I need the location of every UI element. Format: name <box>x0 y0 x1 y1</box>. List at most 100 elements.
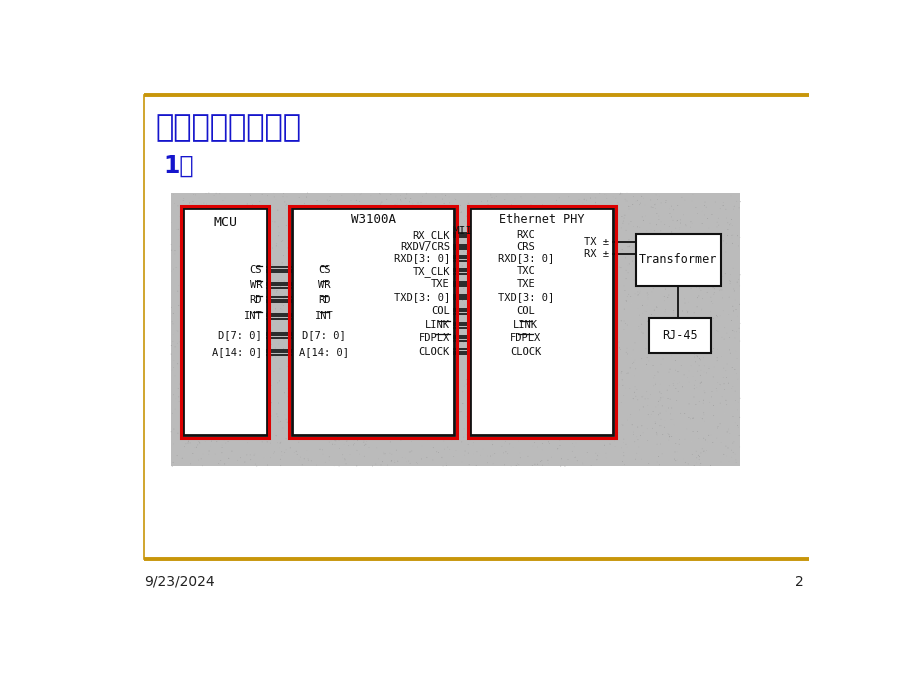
Point <box>648 420 663 431</box>
Point <box>709 355 723 366</box>
Point <box>595 242 609 253</box>
Point <box>630 394 644 405</box>
Point <box>354 405 369 416</box>
Point <box>472 342 487 353</box>
Point <box>465 370 480 381</box>
Point <box>665 307 680 318</box>
Point <box>551 427 566 438</box>
Point <box>294 460 309 471</box>
Point <box>418 337 433 348</box>
Point <box>386 266 401 277</box>
Point <box>667 355 682 366</box>
Point <box>727 369 742 380</box>
Point <box>429 366 444 377</box>
Point <box>329 451 344 462</box>
Point <box>535 306 550 317</box>
Point <box>405 344 420 355</box>
Point <box>346 332 361 343</box>
Point <box>572 333 586 344</box>
Point <box>494 406 508 417</box>
Point <box>632 430 647 441</box>
Point <box>668 383 683 394</box>
Point <box>447 246 461 257</box>
Point <box>624 420 639 431</box>
Point <box>244 333 259 344</box>
Point <box>640 393 654 404</box>
Point <box>378 417 392 428</box>
Point <box>495 259 510 270</box>
Point <box>350 331 365 342</box>
Point <box>528 345 543 356</box>
Point <box>656 219 671 230</box>
Point <box>526 410 540 421</box>
Point <box>445 428 460 439</box>
Point <box>712 310 727 322</box>
Point <box>292 236 307 247</box>
Point <box>184 237 199 248</box>
Point <box>403 436 418 447</box>
Point <box>277 279 291 290</box>
Point <box>706 313 720 324</box>
Point <box>270 205 285 216</box>
Point <box>347 195 362 206</box>
Point <box>474 326 489 337</box>
Point <box>725 447 740 458</box>
Point <box>465 250 480 261</box>
Point <box>194 339 209 350</box>
Point <box>496 444 511 455</box>
Point <box>356 270 370 282</box>
Point <box>642 249 657 260</box>
Point <box>354 384 369 395</box>
Point <box>696 268 710 279</box>
Point <box>442 332 457 343</box>
Point <box>356 388 370 400</box>
Point <box>353 228 368 239</box>
Point <box>471 428 486 439</box>
Point <box>165 364 179 375</box>
Point <box>648 377 663 388</box>
Point <box>635 391 650 402</box>
Point <box>607 249 622 260</box>
Point <box>242 316 256 327</box>
Point <box>562 322 576 333</box>
Point <box>632 286 647 297</box>
Point <box>228 247 243 258</box>
Point <box>543 219 558 230</box>
Point <box>310 404 324 415</box>
Point <box>186 433 200 444</box>
Point <box>443 227 458 238</box>
Point <box>218 224 233 235</box>
Point <box>569 381 584 392</box>
Point <box>346 386 360 397</box>
Point <box>676 260 691 271</box>
Point <box>517 296 532 307</box>
Point <box>689 366 704 377</box>
Point <box>236 292 251 303</box>
Point <box>332 443 346 454</box>
Point <box>241 230 255 241</box>
Point <box>251 398 266 409</box>
Point <box>407 339 422 350</box>
Point <box>513 288 528 299</box>
Point <box>657 304 672 315</box>
Point <box>572 346 586 357</box>
Point <box>447 348 461 359</box>
Point <box>301 453 315 464</box>
Point <box>221 348 236 359</box>
Point <box>304 224 319 235</box>
Point <box>391 418 406 429</box>
Point <box>401 400 415 411</box>
Point <box>591 420 606 431</box>
Point <box>445 428 460 439</box>
Point <box>717 268 732 279</box>
Point <box>218 193 233 204</box>
Point <box>506 295 521 306</box>
Point <box>730 310 744 322</box>
Point <box>618 189 633 200</box>
Point <box>548 222 562 233</box>
Point <box>177 429 192 440</box>
Point <box>514 237 528 248</box>
Point <box>409 250 424 262</box>
Point <box>265 351 279 362</box>
Point <box>349 445 364 456</box>
